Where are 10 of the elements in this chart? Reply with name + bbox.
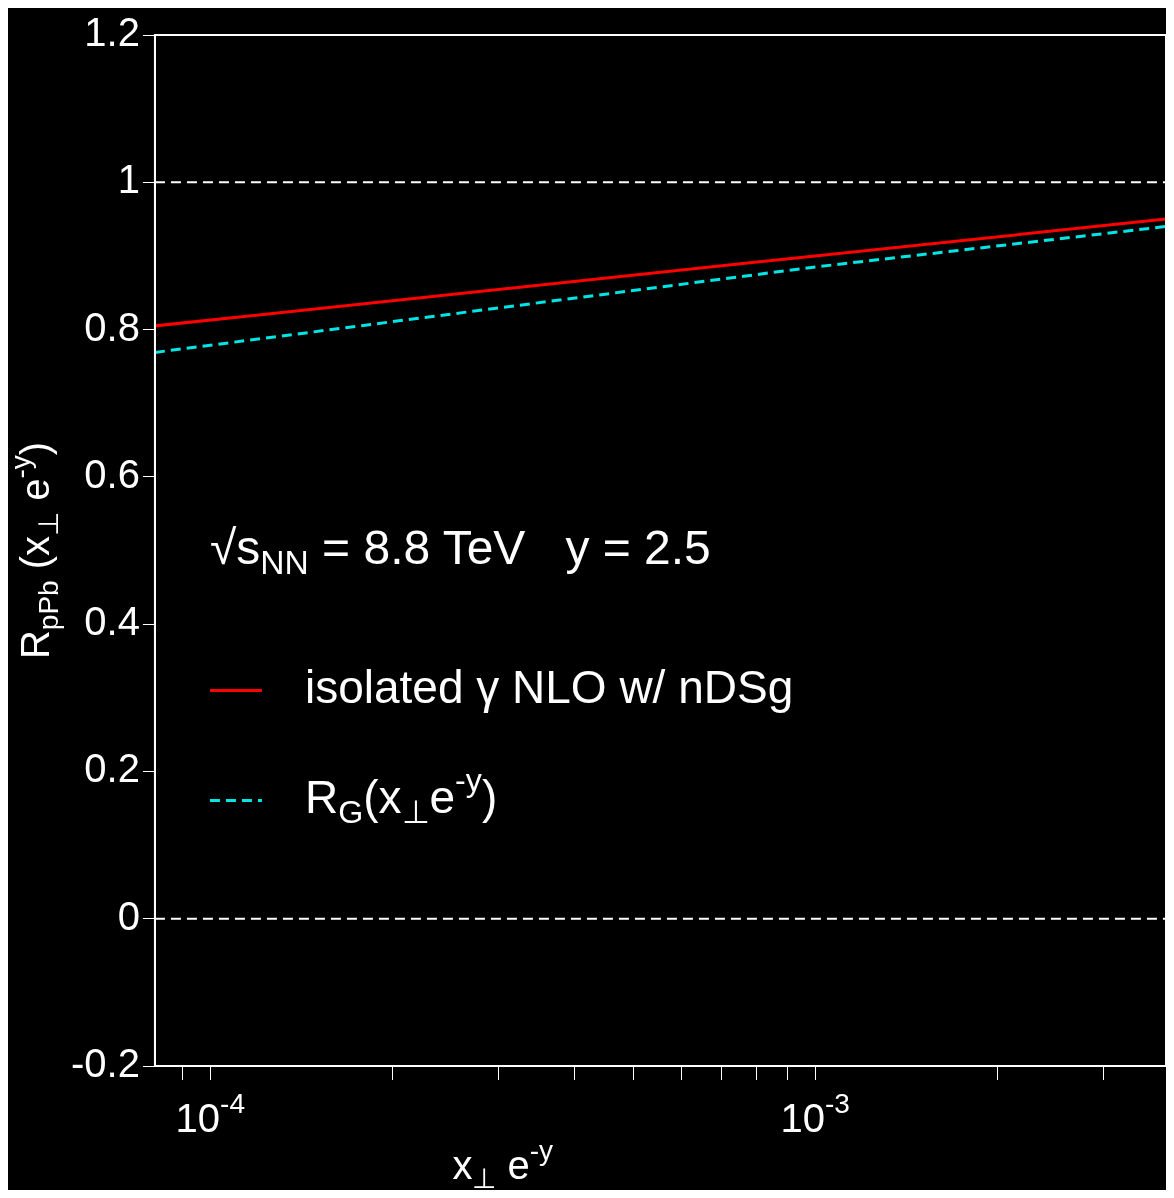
y-tick-label: 0.2 <box>84 746 140 791</box>
y-tick-label: -0.2 <box>70 1041 140 1086</box>
y-tick-label: 1.2 <box>84 10 140 55</box>
y-tick-label: 0.8 <box>84 304 140 349</box>
legend-label: isolated γ NLO w/ nDSg <box>304 661 794 714</box>
y-tick-label: 0.4 <box>84 599 140 644</box>
y-axis-title: RpPb (x⊥ e-y) <box>4 441 64 660</box>
y-tick-label: 0.6 <box>84 451 140 496</box>
y-tick-label: 0 <box>117 893 140 938</box>
y-tick-label: 1 <box>117 157 140 202</box>
